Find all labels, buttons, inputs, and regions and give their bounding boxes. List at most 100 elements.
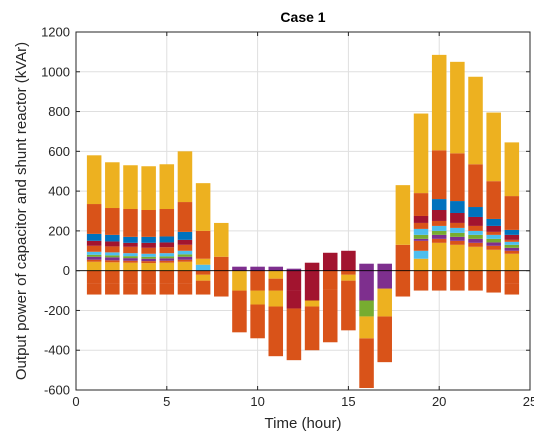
bar-segment xyxy=(304,300,320,307)
bar-segment xyxy=(431,199,447,211)
bar-stack xyxy=(468,76,483,291)
bar-segment xyxy=(322,289,338,343)
bar-segment xyxy=(359,263,374,271)
bar-segment xyxy=(413,258,429,271)
bar-segment xyxy=(486,238,501,243)
bar-segment xyxy=(177,231,193,240)
bar-stack xyxy=(341,250,356,331)
bar-segment xyxy=(359,338,374,389)
bar-segment xyxy=(159,270,175,284)
bar-segment xyxy=(195,280,211,295)
bar-segment xyxy=(450,240,465,245)
bar-segment xyxy=(486,231,501,235)
bar-stack xyxy=(359,263,374,389)
bar-stack xyxy=(250,266,265,339)
bar-segment xyxy=(413,222,429,229)
bar-segment xyxy=(431,230,447,235)
bar-segment xyxy=(159,253,175,257)
x-tick-label: 0 xyxy=(72,394,79,409)
bar-segment xyxy=(159,164,175,210)
bar-stack xyxy=(86,155,102,295)
bar-segment xyxy=(141,210,156,237)
y-tick-label: -200 xyxy=(44,303,70,318)
bar-segment xyxy=(322,270,338,290)
bar-segment xyxy=(395,244,411,271)
bar-segment xyxy=(468,234,483,239)
bar-segment xyxy=(286,290,302,309)
bar-segment xyxy=(504,253,520,271)
bar-segment xyxy=(304,270,320,301)
bar-segment xyxy=(268,270,284,279)
bar-segment xyxy=(468,270,483,291)
bar-segment xyxy=(341,274,356,281)
bar-segment xyxy=(413,250,429,259)
x-tick-label: 5 xyxy=(163,394,170,409)
bar-segment xyxy=(159,283,175,295)
bar-segment xyxy=(141,283,156,295)
bar-segment xyxy=(123,258,138,261)
bar-segment xyxy=(486,245,501,250)
bar-segment xyxy=(468,242,483,247)
plot-frame xyxy=(75,31,531,391)
y-axis-label: Output power of capacitor and shunt reac… xyxy=(13,42,30,380)
bar-segment xyxy=(468,230,483,235)
bar-segment xyxy=(105,270,120,284)
bar-segment xyxy=(431,210,447,221)
bar-segment xyxy=(177,270,193,284)
bar-segment xyxy=(141,247,156,254)
bar-segment xyxy=(159,242,175,248)
x-tick-label: 25 xyxy=(523,394,534,409)
bar-segment xyxy=(123,253,138,257)
bar-segment xyxy=(105,257,120,261)
bar-segment xyxy=(486,181,501,219)
bar-segment xyxy=(486,112,501,182)
bar-segment xyxy=(250,304,265,339)
bar-segment xyxy=(214,222,229,257)
bar-segment xyxy=(431,150,447,200)
bar-segment xyxy=(431,242,447,271)
ticks: 0 5 10 15 20 25 -600 -400 -200 0 200 400 600 800 1000 1… xyxy=(41,25,534,410)
bar-segment xyxy=(177,259,193,262)
bar-segment xyxy=(450,212,465,223)
bar-stack xyxy=(105,162,120,295)
bar-stack xyxy=(232,266,247,333)
bar-segment xyxy=(105,283,120,295)
bar-segment xyxy=(413,215,429,223)
bar-segment xyxy=(250,270,265,291)
bar-segment xyxy=(123,246,138,254)
bar-segment xyxy=(86,261,102,271)
bar-segment xyxy=(177,239,193,245)
bar-segment xyxy=(232,266,247,271)
bar-segment xyxy=(195,230,211,259)
bar-segment xyxy=(141,256,156,259)
bar-segment xyxy=(450,236,465,241)
bar-segment xyxy=(86,245,102,252)
bar-segment xyxy=(413,270,429,291)
bar-segment xyxy=(486,218,501,226)
bar-segment xyxy=(177,151,193,203)
bar-segment xyxy=(86,259,102,262)
bar-segment xyxy=(504,142,520,197)
bar-segment xyxy=(159,262,175,271)
bar-segment xyxy=(232,290,247,333)
bar-segment xyxy=(123,165,138,210)
bar-stack xyxy=(377,263,392,363)
bar-segment xyxy=(359,270,374,301)
chart-title: Case 1 xyxy=(280,9,325,25)
bar-segment xyxy=(341,270,356,275)
bar-segment xyxy=(177,244,193,251)
bar-segment xyxy=(413,228,429,235)
y-tick-label: 0 xyxy=(63,263,70,278)
bar-segment xyxy=(268,306,284,357)
bar-stack xyxy=(395,185,411,297)
bar-segment xyxy=(377,316,392,363)
bar-segment xyxy=(177,250,193,255)
bar-segment xyxy=(486,270,501,293)
bar-segment xyxy=(177,254,193,257)
x-tick-label: 20 xyxy=(432,394,446,409)
bar-stack xyxy=(504,142,520,295)
bar-segment xyxy=(123,262,138,271)
bar-segment xyxy=(195,264,211,271)
bar-segment xyxy=(86,270,102,284)
y-tick-label: 200 xyxy=(48,223,70,238)
